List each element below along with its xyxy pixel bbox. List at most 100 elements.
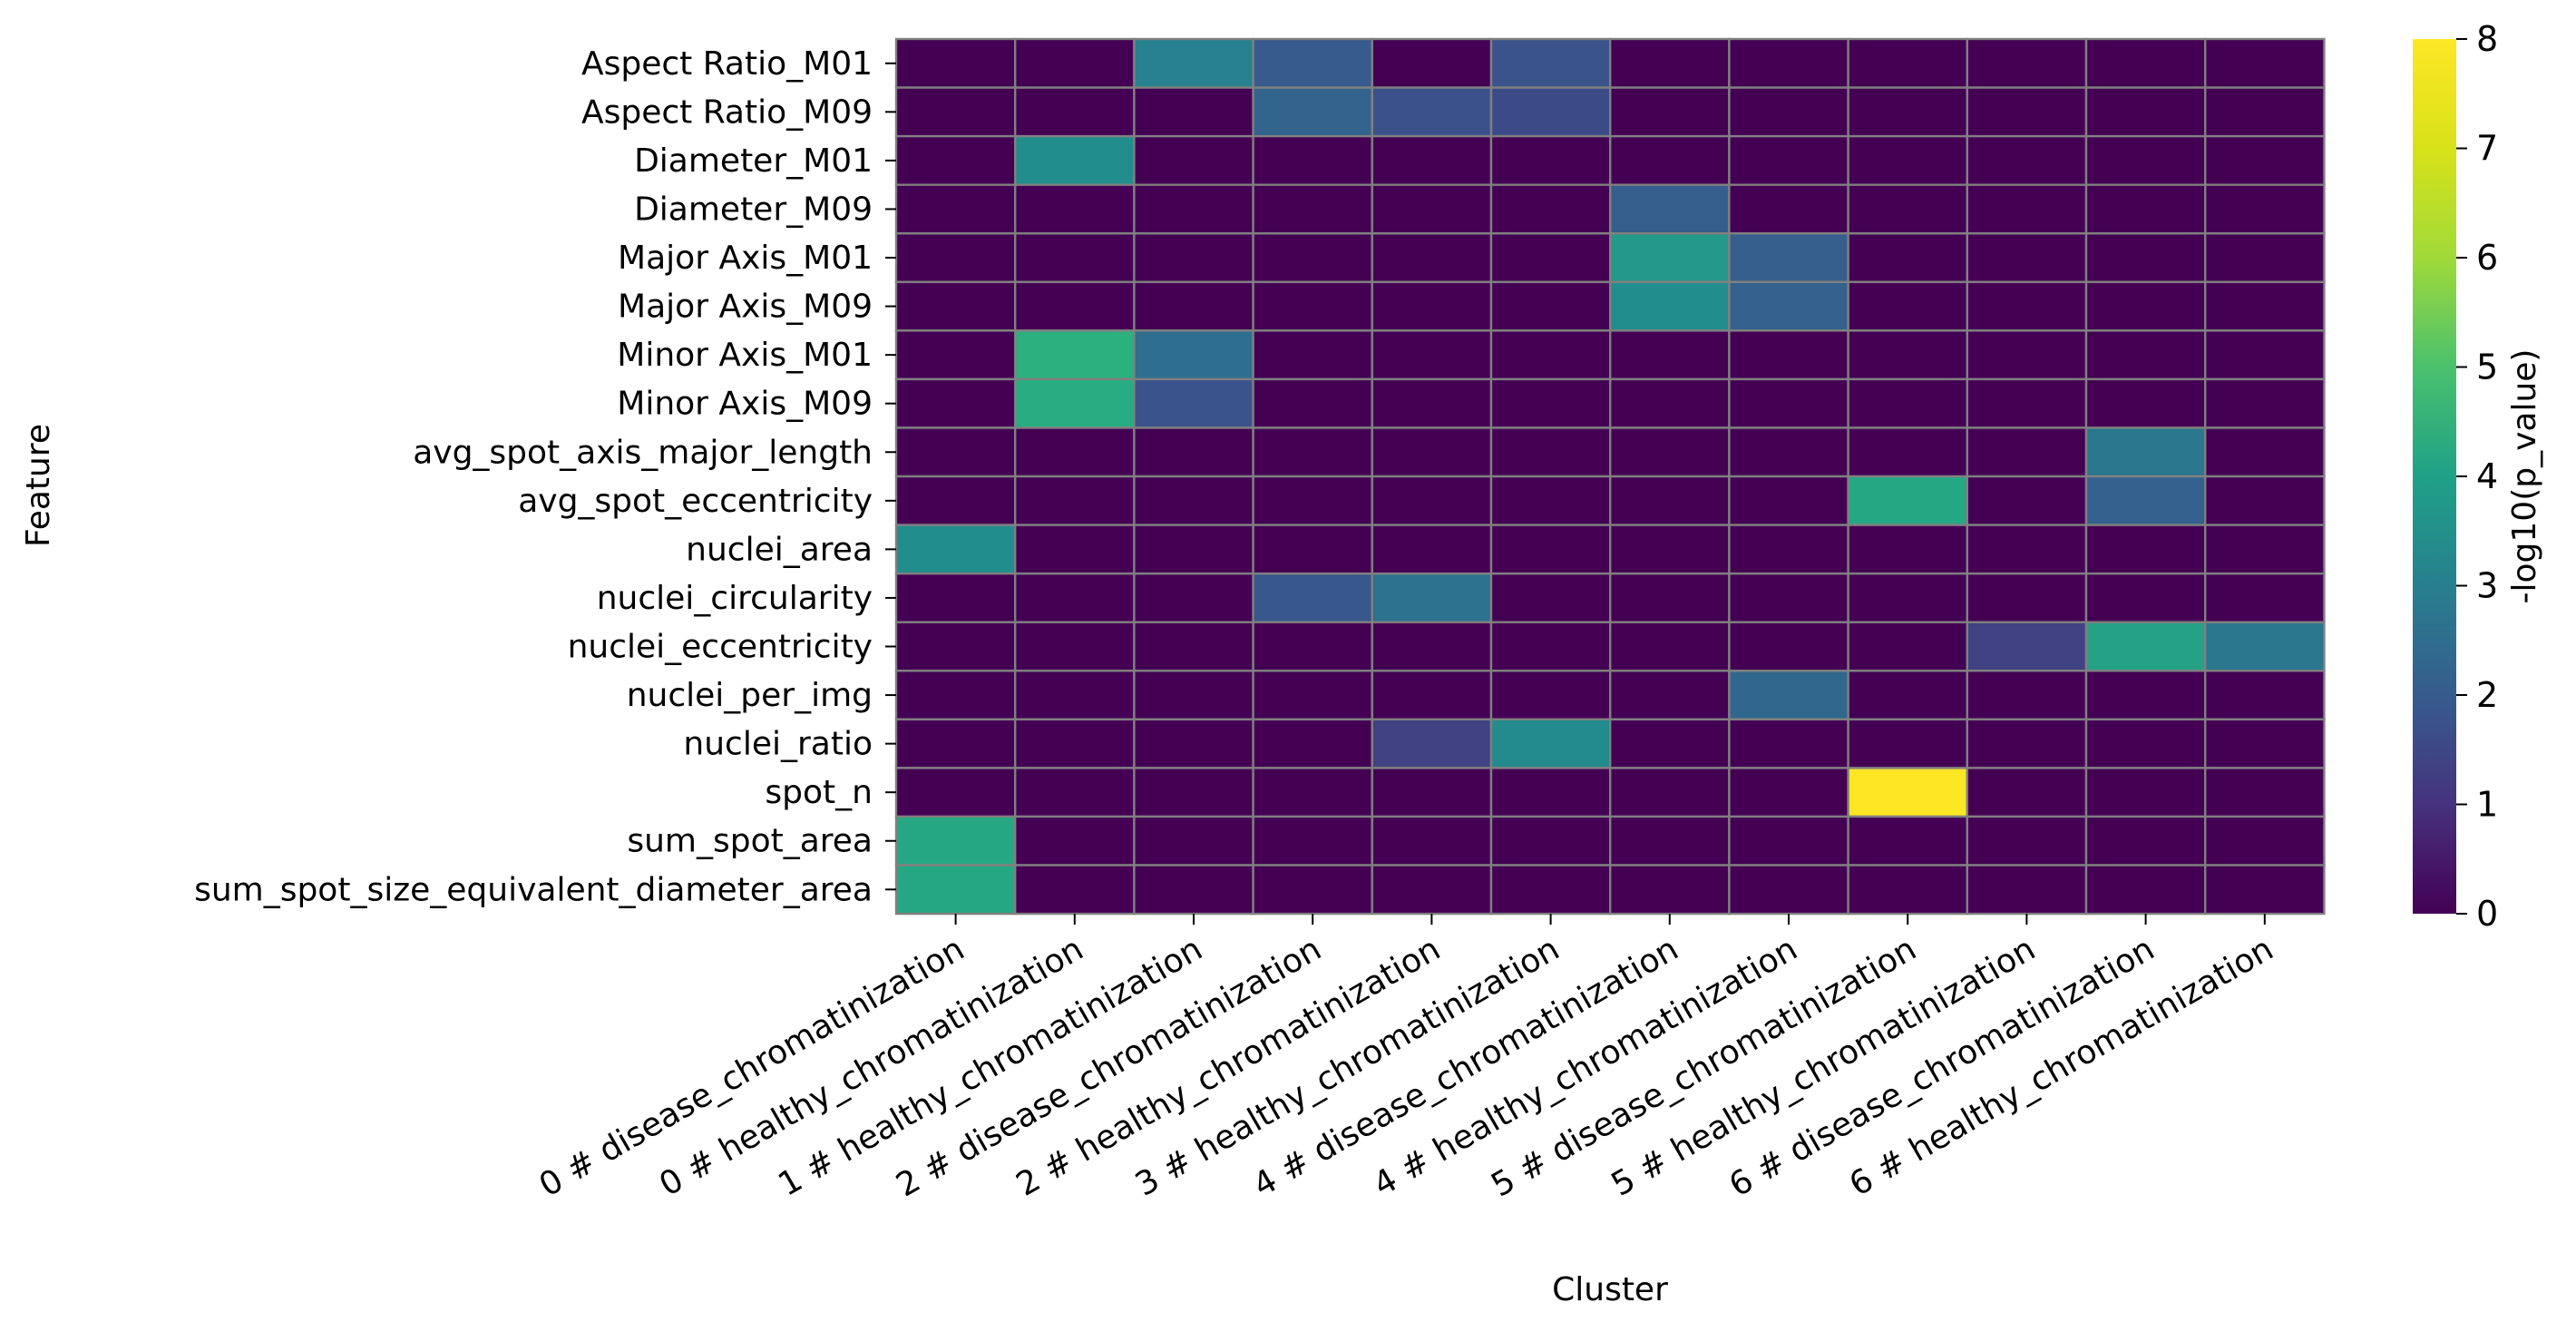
heatmap-cell	[1133, 183, 1254, 235]
heatmap-cell	[894, 815, 1017, 867]
heatmap-cell	[1608, 815, 1731, 867]
heatmap-cell	[1489, 329, 1612, 381]
heatmap-cell	[1847, 426, 1968, 478]
heatmap-cell	[1371, 329, 1493, 381]
heatmap-cell	[1847, 767, 1968, 818]
heatmap-cell	[2203, 670, 2326, 721]
heatmap-cell	[2203, 864, 2326, 916]
colorbar: 0 1 2 3 4 5 6 7 8 -log10(p_value)	[2413, 19, 2543, 934]
heatmap-cell	[1252, 232, 1373, 283]
heatmap-cell	[1371, 572, 1493, 623]
heatmap-cell	[1966, 86, 2088, 138]
heatmap-cell	[1847, 670, 1968, 721]
heatmap-cell	[1252, 475, 1373, 526]
heatmap-cell	[1489, 621, 1612, 672]
heatmap-cell	[1371, 524, 1493, 575]
heatmap-cell	[1966, 524, 2088, 575]
colorbar-label: -log10(p_value)	[2506, 349, 2543, 604]
heatmap-cell	[1608, 280, 1731, 332]
heatmap-cell	[1371, 621, 1493, 672]
heatmap-cell	[1371, 377, 1493, 429]
heatmap-cell	[1966, 815, 2088, 867]
heatmap-cell	[1728, 475, 1849, 526]
heatmap-cell	[1133, 280, 1254, 332]
heatmap-cell	[1489, 815, 1612, 867]
row-tick-label: Major Axis_M01	[618, 240, 873, 277]
heatmap-cell	[894, 670, 1017, 721]
heatmap-cell	[1252, 718, 1373, 769]
heatmap-cell	[1013, 524, 1136, 575]
heatmap-cell	[2203, 329, 2326, 381]
heatmap-cell	[2203, 475, 2326, 526]
row-tick-label: nuclei_eccentricity	[568, 629, 873, 666]
heatmap-cell	[1728, 670, 1849, 721]
heatmap-cell	[2084, 815, 2207, 867]
heatmap-cell	[2084, 329, 2207, 381]
heatmap-cell	[1252, 134, 1373, 186]
heatmap-cell	[894, 718, 1017, 769]
heatmap-cell	[894, 183, 1017, 235]
heatmap-cell	[1728, 621, 1849, 672]
heatmap-cell	[2203, 718, 2326, 769]
heatmap-cell	[894, 524, 1017, 575]
heatmap-cell	[1847, 718, 1968, 769]
heatmap-cell	[1252, 621, 1373, 672]
heatmap-cell	[1608, 864, 1731, 916]
row-tick-label: nuclei_ratio	[683, 726, 873, 763]
heatmap-cell	[1371, 86, 1493, 138]
heatmap-cell	[1252, 524, 1373, 575]
heatmap-cell	[2084, 621, 2207, 672]
heatmap-cell	[1371, 183, 1493, 235]
heatmap-cell	[1728, 718, 1849, 769]
heatmap-cell	[2084, 280, 2207, 332]
heatmap-cell	[2084, 426, 2207, 478]
row-tick-label: Minor Axis_M01	[617, 337, 873, 374]
heatmap-cell	[1489, 134, 1612, 186]
heatmap-cell	[1966, 232, 2088, 283]
heatmap-cell	[1013, 134, 1136, 186]
heatmap-cell	[1608, 670, 1731, 721]
y-axis-label: Feature	[20, 424, 57, 547]
heatmap-cell	[1489, 718, 1612, 769]
row-tick-label: Diameter_M01	[634, 142, 873, 180]
row-tick-label: Diameter_M09	[634, 191, 873, 228]
heatmap-cell	[1371, 670, 1493, 721]
heatmap-cell	[1133, 134, 1254, 186]
heatmap-cell	[1728, 37, 1849, 89]
heatmap-cell	[1013, 621, 1136, 672]
heatmap-cell	[1847, 572, 1968, 623]
colorbar-tick-label: 3	[2476, 566, 2498, 606]
heatmap-cell	[1966, 621, 2088, 672]
heatmap-cell	[1728, 524, 1849, 575]
heatmap-cell	[1489, 377, 1612, 429]
heatmap-cell	[2084, 232, 2207, 283]
heatmap-cell	[1013, 475, 1136, 526]
heatmap-cell	[1252, 377, 1373, 429]
row-tick-label: sum_spot_size_equivalent_diameter_area	[194, 871, 873, 908]
heatmap-cell	[1847, 377, 1968, 429]
heatmap-cell	[1133, 329, 1254, 381]
heatmap-cell	[894, 377, 1017, 429]
row-tick-label: nuclei_circularity	[597, 580, 873, 617]
heatmap-cell	[1728, 815, 1849, 867]
heatmap-cell	[894, 280, 1017, 332]
heatmap-cell	[1371, 718, 1493, 769]
heatmap-cell	[1489, 37, 1612, 89]
heatmap-cell	[894, 86, 1017, 138]
heatmap-cell	[2084, 475, 2207, 526]
heatmap-cell	[1608, 86, 1731, 138]
heatmap-cell	[894, 426, 1017, 478]
heatmap-cell	[1133, 426, 1254, 478]
heatmap-cell	[1252, 864, 1373, 916]
heatmap-cell	[1489, 767, 1612, 818]
heatmap-cell	[1966, 329, 2088, 381]
heatmap-cell	[1133, 621, 1254, 672]
heatmap-cell	[894, 37, 1017, 89]
heatmap-cell	[2203, 524, 2326, 575]
heatmap-cell	[1608, 134, 1731, 186]
heatmap-cell	[1013, 183, 1136, 235]
heatmap-cell	[1371, 815, 1493, 867]
heatmap-cell	[2084, 767, 2207, 818]
